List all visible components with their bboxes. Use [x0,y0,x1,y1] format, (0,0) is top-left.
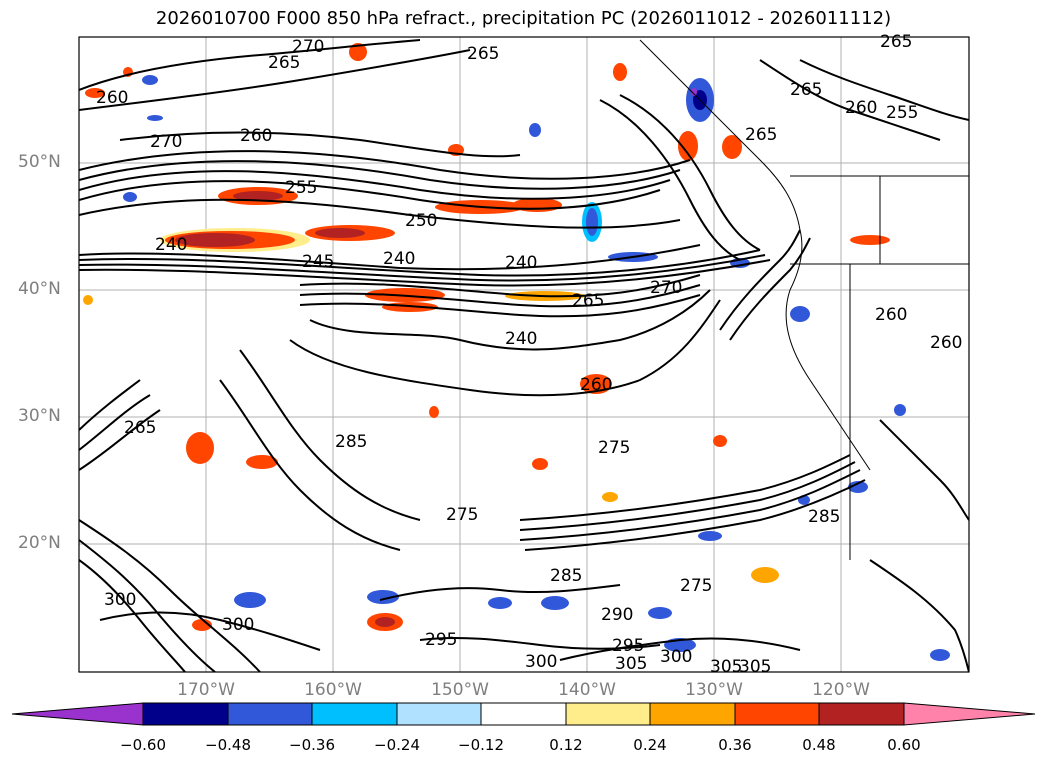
contour-label: 245 [302,252,334,272]
plot-area [79,37,969,672]
gridlines [79,37,969,672]
precip-negative-patches [123,75,950,661]
colorbar-bin [311,702,398,726]
colorbar-bin [649,702,736,726]
coastlines [639,39,969,560]
contour-label: 305 [615,654,647,674]
contour-label: 270 [150,132,182,152]
colorbar-bin [818,702,905,726]
colorbar-bin [734,702,820,726]
contour-label: 265 [790,80,822,100]
contour-label: 260 [240,126,272,146]
contour-label: 285 [550,566,582,586]
contour-label: 250 [405,211,437,231]
contour-label: 265 [467,44,499,64]
contour-label: 255 [285,178,317,198]
contour-label-group: 270 265 265 265 260 270 260 255 250 240 … [96,32,962,677]
colorbar-bin [565,702,651,726]
colorbar-bin [142,702,229,726]
colorbar-tick-label: 0.12 [549,736,583,754]
contour-label: 260 [96,88,128,108]
contour-label: 255 [886,103,918,123]
contour-label: 260 [930,333,962,353]
contour-label: 300 [222,615,254,635]
contour-label: 260 [580,375,612,395]
colorbar-tick-label: −0.48 [205,736,251,754]
colorbar-tick-label: −0.60 [120,736,166,754]
contour-label: 300 [104,590,136,610]
colorbar-bin [396,702,482,726]
lon-label: 150°W [431,680,489,700]
refractivity-contours [79,39,969,672]
lat-label: 30°N [18,406,61,426]
contour-label: 265 [268,53,300,73]
contour-label: 285 [335,432,367,452]
contour-label: 305 [710,657,742,677]
contour-label: 265 [880,32,912,52]
contour-label: 305 [739,657,771,677]
contour-label: 265 [572,291,604,311]
contour-label: 260 [875,305,907,325]
contour-label: 240 [155,235,187,255]
contour-label: 285 [808,507,840,527]
contour-label: 275 [680,576,712,596]
contour-label: 275 [446,505,478,525]
contour-label: 270 [650,278,682,298]
colorbar-tick-label: −0.12 [458,736,504,754]
colorbar-tick-label: 0.24 [633,736,667,754]
lat-label: 50°N [18,152,61,172]
contour-label: 300 [660,647,692,667]
colorbar-extend-high [903,702,1036,726]
lon-label: 160°W [304,680,362,700]
lat-label: 40°N [18,279,61,299]
contour-label: 275 [598,438,630,458]
lon-label: 130°W [685,680,743,700]
contour-label: 265 [745,125,777,145]
lon-label: 120°W [812,680,870,700]
contour-label: 290 [601,605,633,625]
colorbar-tick-label: 0.48 [802,736,836,754]
contour-label: 300 [525,652,557,672]
colorbar-tick-label: −0.24 [374,736,420,754]
colorbar [11,702,1036,726]
lon-label: 170°W [177,680,235,700]
contour-label: 240 [505,329,537,349]
contour-label: 295 [425,630,457,650]
colorbar-bin [480,702,567,726]
colorbar-tick-label: −0.36 [289,736,335,754]
colorbar-bin [227,702,313,726]
lat-label: 20°N [18,533,61,553]
lon-label: 140°W [558,680,616,700]
contour-label: 240 [383,249,415,269]
contour-label: 295 [612,636,644,656]
map-title: 2026010700 F000 850 hPa refract., precip… [155,8,892,29]
contour-label: 265 [124,418,156,438]
colorbar-tick-label: 0.60 [887,736,921,754]
contour-label: 240 [505,253,537,273]
contour-label: 270 [292,37,324,57]
colorbar-tick-label: 0.36 [718,736,752,754]
map-frame [78,36,970,673]
colorbar-extend-low [11,702,144,726]
contour-label: 260 [845,98,877,118]
